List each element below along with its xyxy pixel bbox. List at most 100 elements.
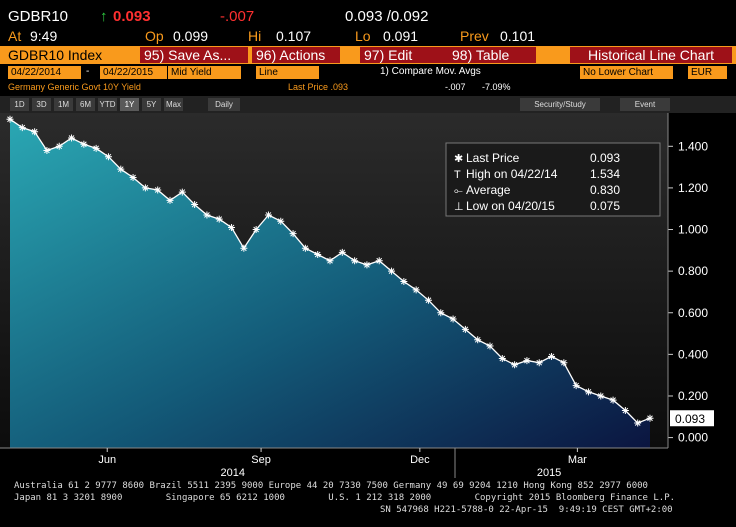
- quote-label: Hi: [248, 28, 262, 44]
- period-button[interactable]: 6M: [76, 98, 95, 111]
- legend-box: [445, 142, 661, 217]
- legend-value: 0.093: [590, 151, 620, 165]
- menu-tab[interactable]: 97) Edit: [360, 47, 448, 63]
- point-marker: [289, 230, 297, 238]
- period-button[interactable]: 5Y: [142, 98, 161, 111]
- year-label: 2015: [537, 467, 561, 479]
- point-marker: [523, 357, 531, 365]
- point-marker: [560, 359, 568, 367]
- menu-tab[interactable]: 96) Actions: [252, 47, 340, 63]
- start-date[interactable]: 04/22/2014: [8, 66, 81, 79]
- period-button[interactable]: YTD: [98, 98, 117, 111]
- quote-value: 0.107: [276, 28, 312, 44]
- function-title: Historical Line Chart: [570, 47, 732, 63]
- legend-name: Low on 04/20/15: [466, 199, 555, 213]
- point-marker: [498, 355, 506, 363]
- legend-name: Average: [466, 183, 511, 197]
- point-marker: [424, 296, 432, 304]
- legend-value: 0.075: [590, 199, 620, 213]
- x-tick-label: Dec: [410, 454, 430, 466]
- quote-value: 0.099: [173, 28, 209, 44]
- point-marker: [572, 382, 580, 390]
- point-marker: [597, 392, 605, 400]
- x-tick-label: Jun: [98, 454, 116, 466]
- y-tick-label: 0.800: [678, 264, 708, 278]
- point-marker: [449, 315, 457, 323]
- point-marker: [301, 244, 309, 252]
- legend-name: Last Price: [466, 151, 520, 165]
- quote-value: 0.101: [500, 28, 536, 44]
- point-marker: [486, 342, 494, 350]
- study-button[interactable]: Security/Study: [520, 98, 600, 111]
- y-tick-label: 1.000: [678, 223, 708, 237]
- point-marker: [117, 165, 125, 173]
- last-price: 0.093: [113, 8, 151, 25]
- point-marker: [104, 153, 112, 161]
- event-button[interactable]: Event: [620, 98, 670, 111]
- info-change: -.007: [445, 82, 466, 92]
- point-marker: [215, 215, 223, 223]
- point-marker: [277, 217, 285, 225]
- quote-value: 0.091: [383, 28, 419, 44]
- legend-icon: ⟜: [454, 185, 463, 197]
- style-select[interactable]: Line: [256, 66, 319, 79]
- currency-select[interactable]: EUR: [688, 66, 727, 79]
- point-marker: [548, 352, 556, 360]
- point-marker: [6, 115, 14, 123]
- point-marker: [252, 226, 260, 234]
- up-arrow: ↑: [100, 8, 108, 25]
- date-separator: -: [86, 66, 90, 77]
- point-marker: [203, 211, 211, 219]
- ticker: GDBR10: [8, 8, 69, 25]
- quote-value: 9:49: [30, 28, 58, 44]
- frequency-select[interactable]: Daily: [208, 98, 240, 111]
- quote-label: Op: [145, 28, 164, 44]
- bid-ask: 0.093 /0.092: [345, 8, 429, 25]
- y-tick-label: 1.400: [678, 139, 708, 153]
- point-marker: [129, 174, 137, 182]
- point-marker: [18, 124, 26, 132]
- security-name: Germany Generic Govt 10Y Yield: [8, 82, 141, 92]
- period-button[interactable]: 1D: [10, 98, 29, 111]
- point-marker: [80, 140, 88, 148]
- info-pct: -7.09%: [482, 82, 511, 92]
- period-button[interactable]: Max: [164, 98, 183, 111]
- footer-line: SN 547968 H221-5788-0 22-Apr-15 9:49:19 …: [380, 505, 673, 515]
- point-marker: [240, 244, 248, 252]
- point-marker: [228, 223, 236, 231]
- footer-line: Australia 61 2 9777 8600 Brazil 5511 239…: [14, 481, 648, 491]
- point-marker: [412, 286, 420, 294]
- legend-icon: ⊥: [454, 201, 464, 213]
- lower-chart-select[interactable]: No Lower Chart: [580, 66, 673, 79]
- y-tick-label: 0.600: [678, 306, 708, 320]
- point-marker: [264, 211, 272, 219]
- period-button[interactable]: 3D: [32, 98, 51, 111]
- period-button[interactable]: 1Y: [120, 98, 139, 111]
- footer-line: Japan 81 3 3201 8900 Singapore 65 6212 1…: [14, 493, 676, 503]
- point-marker: [375, 257, 383, 265]
- legend-value: 0.830: [590, 183, 620, 197]
- period-button[interactable]: 1M: [54, 98, 73, 111]
- chart: 0.000 0.200 0.400 0.600 0.800 1.000 1.200 1.400…: [0, 113, 714, 479]
- point-marker: [178, 188, 186, 196]
- point-marker: [511, 361, 519, 369]
- point-marker: [646, 414, 654, 422]
- point-marker: [68, 134, 76, 142]
- point-marker: [43, 146, 51, 154]
- point-marker: [314, 250, 322, 258]
- field-select[interactable]: Mid Yield: [168, 66, 241, 79]
- point-marker: [92, 144, 100, 152]
- y-tick-label: 1.200: [678, 181, 708, 195]
- point-marker: [584, 388, 592, 396]
- compare-button[interactable]: 1) Compare Mov. Avgs: [380, 66, 481, 77]
- legend-icon: ✱: [454, 153, 463, 165]
- point-marker: [609, 396, 617, 404]
- end-date[interactable]: 04/22/2015: [100, 66, 167, 79]
- point-marker: [191, 201, 199, 209]
- menu-tab[interactable]: 98) Table: [448, 47, 536, 63]
- point-marker: [634, 419, 642, 427]
- menu-tab[interactable]: 95) Save As...: [140, 47, 248, 63]
- point-marker: [326, 257, 334, 265]
- security-field[interactable]: GDBR10 Index: [4, 47, 107, 63]
